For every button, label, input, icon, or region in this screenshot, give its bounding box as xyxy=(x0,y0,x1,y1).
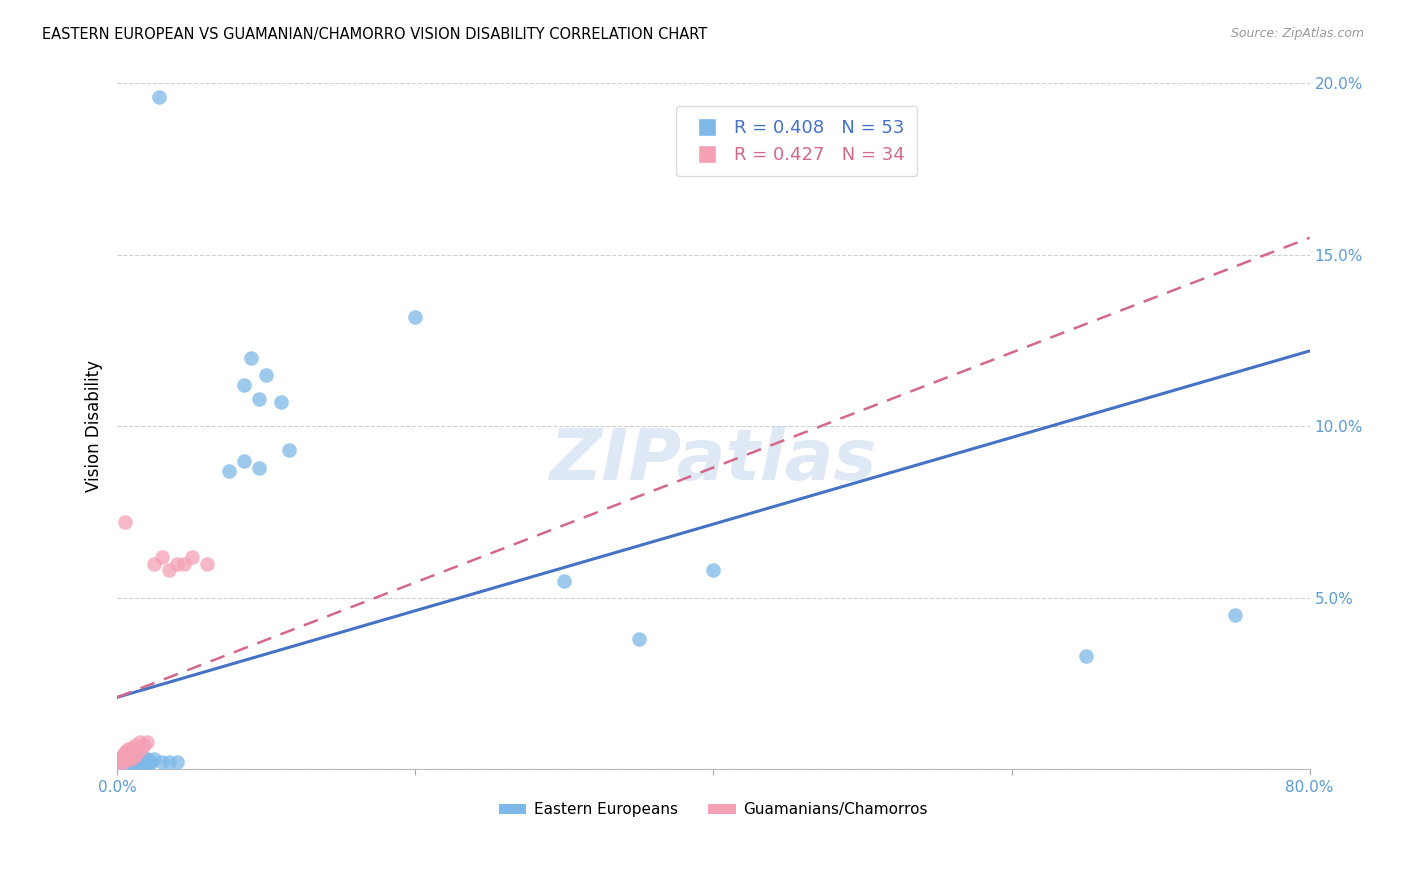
Point xyxy=(125,752,148,766)
Legend: Eastern Europeans, Guamanians/Chamorros: Eastern Europeans, Guamanians/Chamorros xyxy=(492,797,934,823)
Point xyxy=(115,745,138,759)
Point xyxy=(247,392,270,406)
Point xyxy=(111,752,134,766)
Point xyxy=(124,748,146,763)
Point xyxy=(118,748,141,763)
Point xyxy=(150,549,173,564)
Text: Source: ZipAtlas.com: Source: ZipAtlas.com xyxy=(1230,27,1364,40)
Point xyxy=(157,563,180,577)
Point xyxy=(180,549,202,564)
Point xyxy=(112,756,135,770)
Point xyxy=(125,745,148,759)
Point xyxy=(115,752,138,766)
Point xyxy=(114,748,136,763)
Point xyxy=(143,557,166,571)
Point xyxy=(157,756,180,770)
Point xyxy=(553,574,575,588)
Point xyxy=(108,756,131,770)
Point xyxy=(117,752,139,766)
Point xyxy=(120,745,142,759)
Point xyxy=(124,748,146,763)
Point xyxy=(124,739,146,753)
Point xyxy=(150,756,173,770)
Point xyxy=(108,752,131,766)
Point xyxy=(111,748,134,763)
Point xyxy=(118,756,141,770)
Point xyxy=(122,752,145,766)
Point xyxy=(127,756,149,770)
Point xyxy=(121,748,143,763)
Point xyxy=(121,748,143,763)
Point xyxy=(139,756,162,770)
Point xyxy=(627,632,650,646)
Point xyxy=(118,748,141,763)
Point xyxy=(121,756,143,770)
Point xyxy=(218,464,240,478)
Point xyxy=(166,756,188,770)
Point xyxy=(114,745,136,759)
Point xyxy=(114,756,136,770)
Point xyxy=(702,563,724,577)
Point xyxy=(121,752,143,766)
Y-axis label: Vision Disability: Vision Disability xyxy=(86,360,103,492)
Point xyxy=(195,557,218,571)
Point xyxy=(128,748,150,763)
Point xyxy=(117,748,139,763)
Point xyxy=(117,752,139,766)
Point xyxy=(404,310,426,324)
Point xyxy=(111,756,134,770)
Point xyxy=(166,557,188,571)
Point xyxy=(136,752,159,766)
Point xyxy=(1074,649,1097,664)
Point xyxy=(114,752,136,766)
Point xyxy=(173,557,195,571)
Point xyxy=(148,90,170,104)
Point xyxy=(136,735,159,749)
Point xyxy=(120,752,142,766)
Point xyxy=(114,516,136,530)
Point xyxy=(254,368,277,382)
Point xyxy=(129,756,152,770)
Point xyxy=(131,752,153,766)
Point xyxy=(141,756,163,770)
Point xyxy=(232,453,254,467)
Point xyxy=(107,752,129,766)
Point xyxy=(138,756,160,770)
Point xyxy=(129,741,152,756)
Point xyxy=(112,748,135,763)
Point xyxy=(247,460,270,475)
Point xyxy=(232,378,254,392)
Point xyxy=(132,756,155,770)
Point xyxy=(118,745,141,759)
Point xyxy=(277,443,299,458)
Text: ZIPatlas: ZIPatlas xyxy=(550,426,877,495)
Point xyxy=(129,752,152,766)
Point xyxy=(120,752,142,766)
Point xyxy=(127,748,149,763)
Point xyxy=(124,756,146,770)
Point xyxy=(117,741,139,756)
Point xyxy=(128,735,150,749)
Point xyxy=(1223,607,1246,622)
Point xyxy=(112,752,135,766)
Point xyxy=(128,752,150,766)
Point xyxy=(125,745,148,759)
Point xyxy=(143,752,166,766)
Text: EASTERN EUROPEAN VS GUAMANIAN/CHAMORRO VISION DISABILITY CORRELATION CHART: EASTERN EUROPEAN VS GUAMANIAN/CHAMORRO V… xyxy=(42,27,707,42)
Point xyxy=(270,395,292,409)
Point xyxy=(122,745,145,759)
Point xyxy=(240,351,263,365)
Point xyxy=(134,752,156,766)
Point xyxy=(121,741,143,756)
Point xyxy=(132,739,155,753)
Point xyxy=(120,741,142,756)
Point xyxy=(115,752,138,766)
